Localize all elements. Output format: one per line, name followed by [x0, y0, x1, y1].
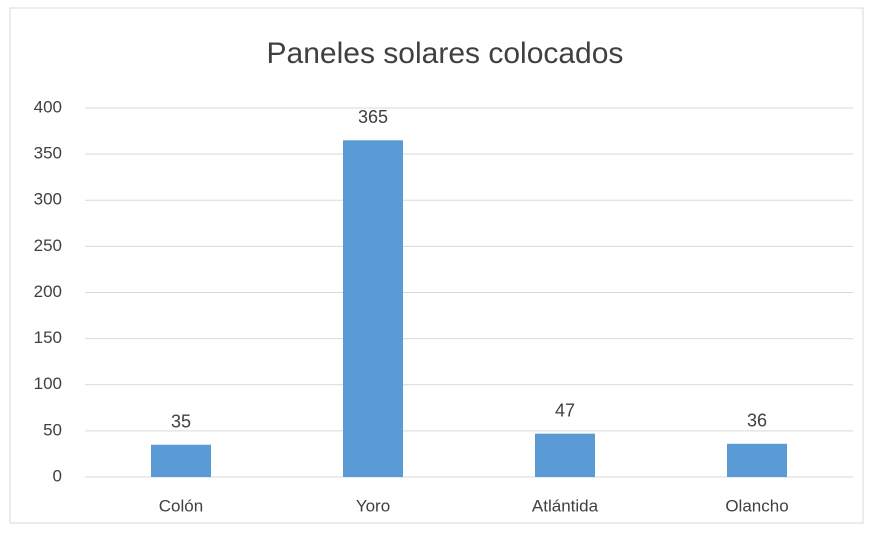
x-tick-label: Olancho	[725, 496, 788, 515]
y-tick-label: 50	[43, 420, 62, 439]
bar	[343, 140, 403, 477]
value-label: 365	[358, 107, 388, 127]
x-tick-label: Atlántida	[532, 496, 599, 515]
value-label: 36	[747, 411, 767, 431]
y-tick-label: 400	[34, 97, 62, 116]
y-tick-label: 0	[53, 466, 62, 485]
y-tick-label: 150	[34, 328, 62, 347]
chart-frame	[9, 7, 864, 524]
y-tick-label: 100	[34, 374, 62, 393]
bar	[727, 443, 787, 477]
x-tick-label: Yoro	[356, 496, 390, 515]
value-label: 35	[171, 411, 191, 431]
y-tick-label: 300	[34, 190, 62, 209]
chart-title: Paneles solares colocados	[267, 37, 624, 70]
bar	[535, 433, 595, 477]
y-tick-label: 350	[34, 144, 62, 163]
y-tick-label: 250	[34, 236, 62, 255]
value-label: 47	[555, 400, 575, 420]
bar	[151, 444, 211, 477]
y-tick-label: 200	[34, 282, 62, 301]
x-tick-label: Colón	[159, 496, 203, 515]
